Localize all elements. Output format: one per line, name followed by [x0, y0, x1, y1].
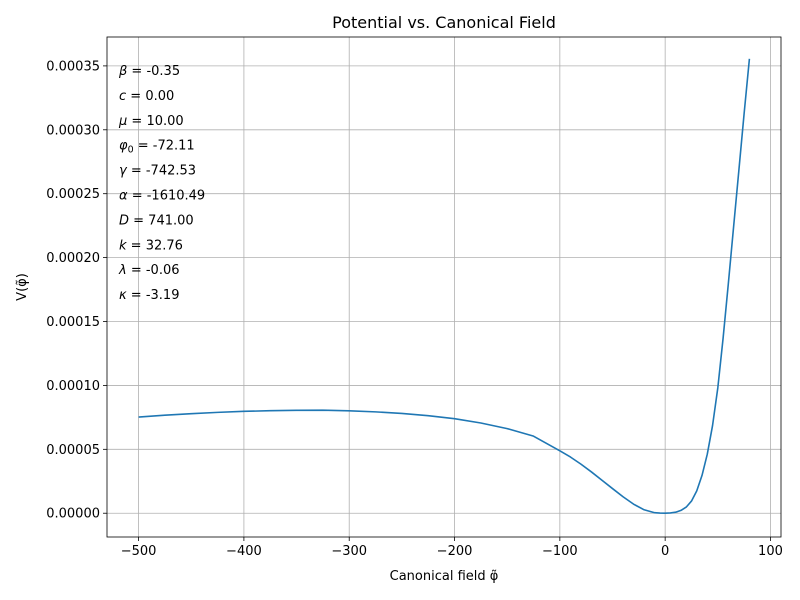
- parameter-label: k = 32.76: [119, 238, 183, 253]
- parameter-label: α = -1610.49: [119, 189, 205, 204]
- parameter-label: λ = -0.06: [118, 263, 180, 278]
- plot-frame: [106, 36, 782, 538]
- parameter-label: D = 741.00: [119, 213, 194, 228]
- parameter-annotations: β = -0.35 c = 0.00 μ = 10.00 φ0 = -72.11 γ =…: [118, 64, 205, 303]
- y-axis-ticks: 0.00000 0.00005 0.00010 0.00015 0.00020 0.000…: [46, 59, 107, 522]
- y-tick-label: 0.00030: [46, 123, 100, 138]
- series-layer: [138, 58, 751, 515]
- potential-curve: [138, 58, 751, 515]
- x-tick-label: 100: [758, 544, 783, 559]
- y-axis-label: V(φ̃): [15, 273, 30, 301]
- x-tick-label: −300: [331, 544, 367, 559]
- y-tick-label: 0.00035: [46, 59, 100, 74]
- chart-title: Potential vs. Canonical Field: [332, 13, 556, 32]
- parameter-label: γ = -742.53: [119, 164, 196, 179]
- x-tick-label: 0: [661, 544, 669, 559]
- y-tick-label: 0.00020: [46, 251, 100, 266]
- y-tick-label: 0.00005: [46, 443, 100, 458]
- parameter-label: μ = 10.00: [118, 114, 184, 129]
- x-tick-label: −200: [437, 544, 473, 559]
- grid-lines: [107, 37, 781, 537]
- parameter-label: c = 0.00: [119, 89, 174, 104]
- parameter-label: φ0 = -72.11: [119, 139, 195, 156]
- x-tick-label: −100: [542, 544, 578, 559]
- y-tick-label: 0.00000: [46, 507, 100, 522]
- parameter-label: κ = -3.19: [119, 288, 179, 303]
- x-axis-label: Canonical field φ̃: [390, 569, 499, 584]
- parameter-label: β = -0.35: [118, 64, 180, 79]
- x-axis-ticks: −500 −400 −300 −200 −100 0 100: [121, 537, 783, 559]
- x-tick-label: −500: [121, 544, 157, 559]
- y-tick-label: 0.00025: [46, 187, 100, 202]
- x-tick-label: −400: [226, 544, 262, 559]
- y-tick-label: 0.00010: [46, 379, 100, 394]
- y-tick-label: 0.00015: [46, 315, 100, 330]
